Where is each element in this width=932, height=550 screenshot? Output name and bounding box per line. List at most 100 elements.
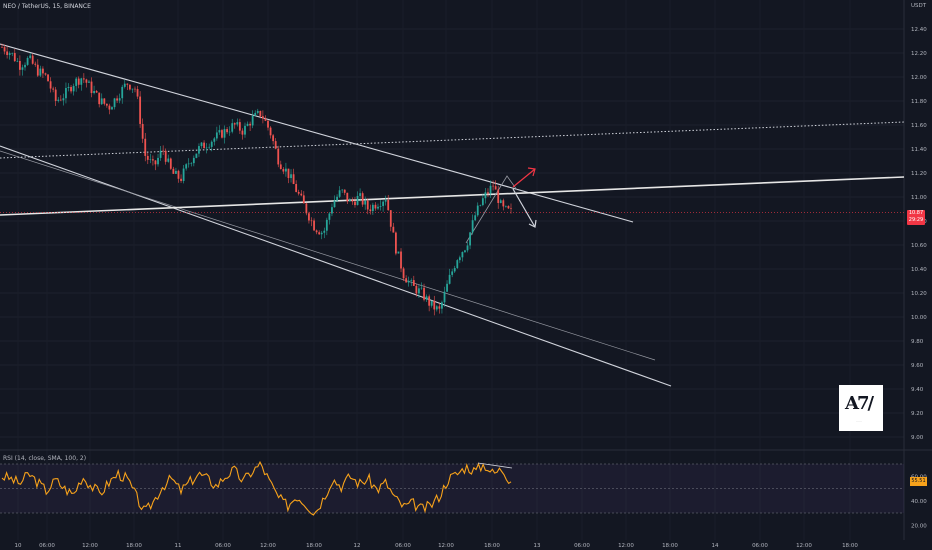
candle-body — [438, 306, 441, 309]
candle-body — [215, 132, 218, 139]
candle-body — [24, 64, 26, 68]
candle-body — [333, 200, 336, 208]
candle-body — [369, 209, 372, 212]
candle-body — [1, 47, 3, 48]
candle-body — [423, 287, 425, 300]
rsi-axis-label: 40.00 — [911, 499, 927, 505]
candle-body — [241, 130, 244, 135]
candle-body — [136, 89, 139, 97]
candle-body — [305, 203, 308, 214]
candle-body — [282, 169, 285, 172]
candle-body — [269, 127, 272, 136]
candle-body — [177, 170, 180, 179]
candle-body — [118, 98, 121, 101]
candle-body — [195, 153, 198, 158]
candle-body — [412, 280, 415, 286]
candle-body — [98, 92, 101, 105]
candle-body — [287, 168, 290, 179]
candle-body — [154, 160, 157, 165]
rsi-divergence-line — [477, 462, 513, 469]
time-axis-label: 06:00 — [215, 543, 231, 549]
price-axis-label: 10.00 — [911, 315, 927, 321]
candle-body — [397, 251, 400, 254]
candle-body — [484, 192, 487, 199]
candle-body — [285, 168, 287, 172]
candle-body — [238, 122, 241, 131]
candle-body — [364, 200, 367, 205]
candle-body — [318, 232, 321, 235]
candle-body — [497, 189, 500, 203]
candle-body — [116, 98, 119, 101]
candle-body — [320, 232, 323, 235]
candle-body — [346, 192, 349, 202]
rsi-axis-label: 20.00 — [911, 523, 927, 529]
candle-body — [487, 192, 489, 194]
candle-body — [172, 168, 175, 174]
candle-body — [36, 64, 39, 76]
last-price-tag: 10.87 29:29 — [907, 210, 925, 225]
candle-body — [187, 163, 190, 165]
time-axis-label: 12:00 — [438, 543, 454, 549]
candle-body — [374, 204, 377, 209]
candle-body — [223, 129, 226, 138]
candle-body — [325, 219, 328, 231]
candle-body — [453, 268, 456, 272]
candle-body — [267, 120, 269, 128]
candle-body — [300, 193, 303, 196]
candle-body — [446, 283, 448, 292]
candle-body — [356, 195, 359, 206]
candle-body — [54, 89, 57, 101]
candle-body — [377, 206, 379, 209]
time-axis-label: 10 — [15, 543, 22, 549]
candle-body — [11, 53, 14, 54]
candle-body — [461, 252, 464, 258]
candle-body — [100, 98, 103, 105]
candle-body — [210, 141, 213, 147]
candle-body — [85, 79, 88, 83]
price-axis-label: 11.00 — [911, 195, 927, 201]
candle-body — [476, 205, 479, 216]
time-axis-label: 12:00 — [796, 543, 812, 549]
time-axis-label: 14 — [712, 543, 719, 549]
candle-body — [507, 206, 510, 209]
candle-body — [420, 287, 423, 289]
candle-body — [323, 230, 326, 233]
price-axis-label: 11.20 — [911, 171, 927, 177]
candle-body — [246, 123, 249, 126]
price-axis-label: 11.80 — [911, 99, 927, 105]
candle-body — [49, 81, 52, 89]
candle-body — [415, 285, 418, 294]
candle-body — [308, 213, 310, 221]
candle-body — [128, 84, 131, 90]
time-axis-label: 11 — [175, 543, 182, 549]
candle-body — [236, 122, 239, 125]
price-axis-label: 12.40 — [911, 27, 927, 33]
bar-countdown: 29:29 — [908, 217, 924, 223]
candle-body — [80, 78, 83, 85]
candle-body — [90, 81, 93, 94]
candle-body — [70, 86, 72, 92]
rsi-line — [1, 460, 512, 516]
candle-body — [159, 150, 162, 158]
candle-body — [67, 86, 70, 89]
time-axis-label: 18:00 — [306, 543, 322, 549]
candle-body — [336, 196, 338, 201]
wedge-lines — [465, 175, 518, 244]
candle-body — [392, 226, 395, 233]
candle-body — [180, 178, 182, 181]
currency-label: USDT — [911, 3, 927, 9]
price-axis-label: 10.60 — [911, 243, 927, 249]
candle-body — [52, 88, 55, 90]
price-axis-label: 9.40 — [911, 387, 924, 393]
candle-body — [379, 206, 382, 207]
candle-body — [203, 142, 205, 149]
price-axis-label: 12.20 — [911, 51, 927, 57]
candle-body — [72, 85, 75, 92]
price-axis-label: 12.00 — [911, 75, 927, 81]
price-axis-label: 9.60 — [911, 363, 924, 369]
bearish-arrow-head — [528, 219, 537, 228]
candle-body — [6, 51, 9, 55]
candle-body — [82, 78, 85, 80]
candle-body — [13, 53, 16, 62]
